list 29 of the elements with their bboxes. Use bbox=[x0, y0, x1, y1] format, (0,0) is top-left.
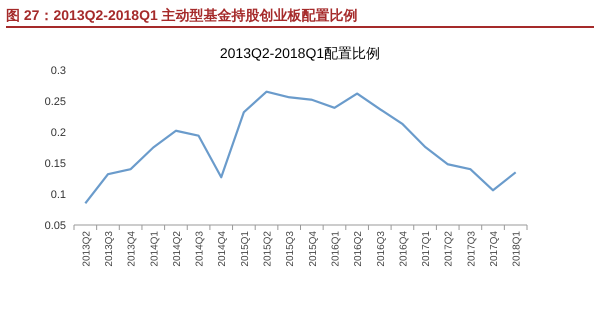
chart-subtitle: 2013Q2-2018Q1配置比例 bbox=[220, 45, 380, 61]
x-tick-label: 2015Q2 bbox=[262, 230, 274, 267]
chart-title: 图 27：2013Q2-2018Q1 主动型基金持股创业板配置比例 bbox=[6, 4, 594, 28]
x-tick-label: 2013Q2 bbox=[81, 230, 92, 267]
x-tick-label: 2017Q3 bbox=[466, 230, 478, 267]
x-tick-label: 2016Q2 bbox=[353, 230, 364, 267]
y-tick-label: 0.05 bbox=[44, 220, 66, 232]
x-tick-label: 2014Q3 bbox=[194, 230, 206, 267]
x-tick-label: 2014Q1 bbox=[149, 230, 160, 267]
x-tick-label: 2015Q3 bbox=[285, 230, 296, 267]
x-tick-label: 2016Q1 bbox=[330, 230, 342, 267]
line-series bbox=[84, 90, 517, 204]
x-tick-label: 2015Q1 bbox=[240, 230, 251, 267]
y-tick-label: 0.3 bbox=[50, 65, 66, 77]
y-tick-label: 0.15 bbox=[44, 158, 66, 170]
y-tick-label: 0.1 bbox=[50, 189, 66, 201]
x-tick-label: 2016Q3 bbox=[376, 230, 387, 267]
x-tick-label: 2015Q4 bbox=[308, 230, 319, 267]
x-tick-label: 2016Q4 bbox=[398, 230, 410, 267]
x-tick-label: 2017Q1 bbox=[421, 230, 432, 267]
x-tick-label: 2014Q4 bbox=[217, 230, 228, 267]
x-tick-label: 2017Q2 bbox=[444, 230, 455, 267]
x-tick-label: 2013Q3 bbox=[104, 230, 115, 267]
y-tick-label: 0.25 bbox=[44, 96, 66, 108]
y-tick-label: 0.2 bbox=[50, 127, 66, 139]
x-tick-label: 2017Q4 bbox=[489, 230, 500, 267]
x-tick-label: 2014Q2 bbox=[172, 230, 183, 267]
x-tick-label: 2013Q4 bbox=[126, 230, 138, 267]
x-tick-label: 2018Q1 bbox=[512, 230, 523, 267]
